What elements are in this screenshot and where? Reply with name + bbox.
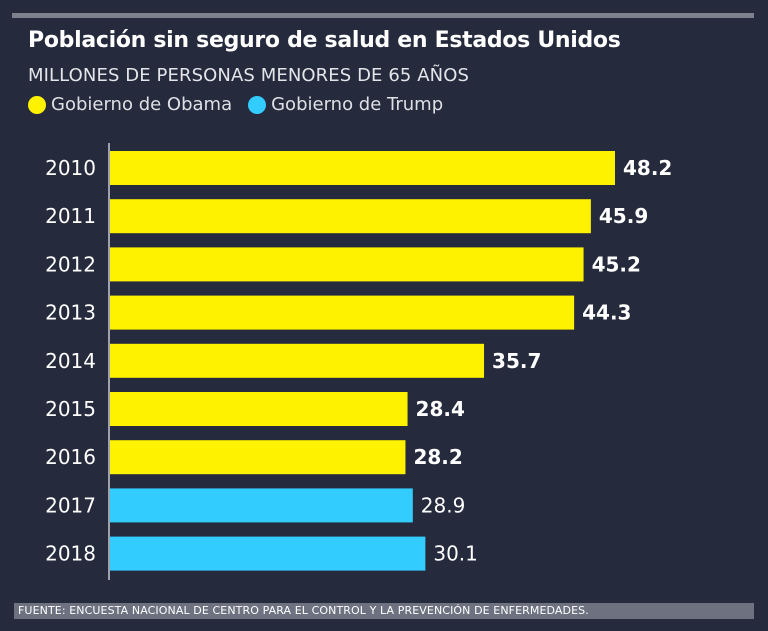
tick-label-2011: 2011: [45, 204, 96, 228]
bar-2016: [110, 440, 406, 475]
data-label-2013: 44.3: [582, 301, 631, 325]
bar-2010: [110, 151, 615, 185]
bar-chart: 2010 48.2 2011 45.9 2012 45.2 2013 44.3 2014 35.7…: [45, 143, 672, 580]
data-label-2011: 45.9: [599, 204, 648, 228]
tick-label-2017: 2017: [45, 493, 96, 517]
legend-item-obama: Gobierno de Obama: [28, 94, 232, 115]
legend-dot-trump: [248, 95, 267, 114]
chart-title: Población sin seguro de salud en Estados…: [28, 28, 621, 53]
tick-label-2010: 2010: [45, 156, 96, 180]
legend: Gobierno de Obama Gobierno de Trump: [28, 94, 459, 115]
tick-label-2015: 2015: [45, 397, 96, 421]
bar-2011: [110, 199, 591, 234]
data-label-2010: 48.2: [623, 156, 672, 180]
top-divider: [12, 13, 754, 18]
bar-2018: [110, 536, 426, 571]
data-label-2014: 35.7: [492, 349, 541, 373]
tick-label-2014: 2014: [45, 349, 96, 373]
data-label-2017: 28.9: [421, 493, 466, 517]
data-label-2015: 28.4: [416, 397, 465, 421]
tick-label-2016: 2016: [45, 445, 96, 469]
legend-dot-obama: [28, 95, 46, 114]
data-label-2016: 28.2: [413, 445, 462, 469]
legend-item-trump: Gobierno de Trump: [248, 94, 443, 115]
source-text: FUENTE: ENCUESTA NACIONAL DE CENTRO PARA…: [18, 604, 589, 617]
legend-label-trump: Gobierno de Trump: [271, 94, 444, 115]
bar-2013: [110, 295, 575, 330]
bar-2012: [110, 247, 584, 282]
bar-2017: [110, 488, 413, 523]
data-label-2018: 30.1: [433, 542, 478, 566]
legend-label-obama: Gobierno de Obama: [51, 94, 233, 115]
source-footer: FUENTE: ENCUESTA NACIONAL DE CENTRO PARA…: [14, 603, 754, 619]
chart-subtitle: MILLONES DE PERSONAS MENORES DE 65 AÑOS: [28, 65, 470, 86]
bar-2015: [110, 392, 408, 426]
tick-label-2013: 2013: [45, 301, 96, 325]
bar-2014: [110, 343, 485, 378]
data-label-2012: 45.2: [592, 252, 641, 276]
tick-label-2012: 2012: [45, 252, 96, 276]
tick-label-2018: 2018: [45, 542, 96, 566]
